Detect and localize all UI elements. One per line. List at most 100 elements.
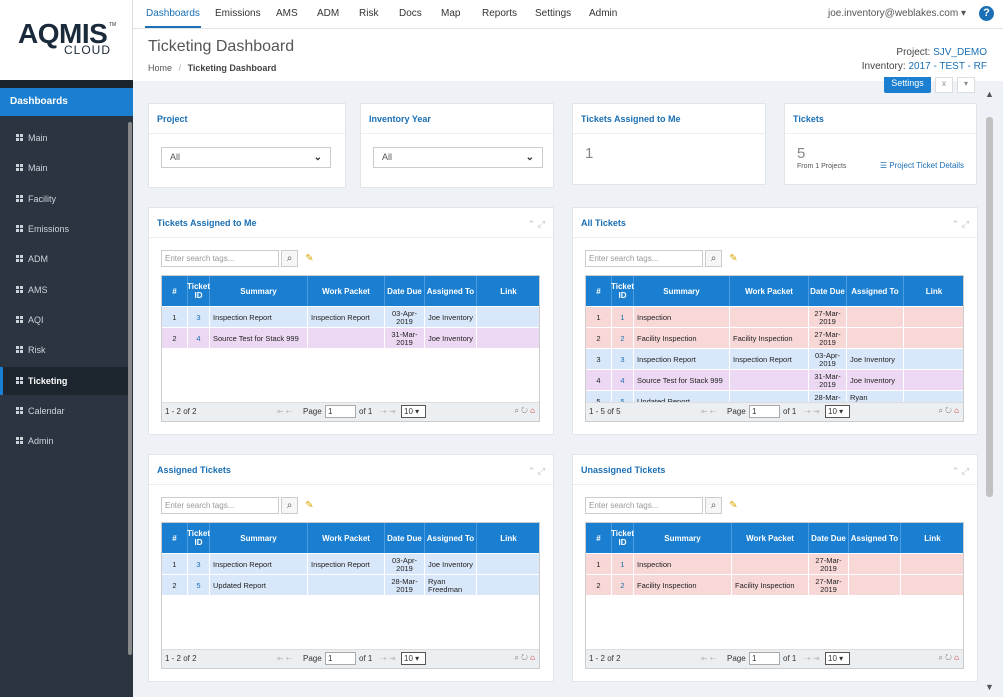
sidebar-item-calendar[interactable]: Calendar [0, 397, 128, 425]
ticket-id-link[interactable]: 2 [620, 580, 625, 590]
column-header-link[interactable]: Link [904, 276, 963, 306]
collapse-icon[interactable]: ⌃ [527, 219, 536, 229]
column-header-ticket-id[interactable]: Ticket ID [611, 276, 634, 306]
ticket-id-link[interactable]: 1 [620, 559, 625, 569]
column-header-summary[interactable]: Summary [634, 523, 732, 553]
nav-emissions[interactable]: Emissions [215, 8, 261, 19]
clear-filter-icon[interactable]: ✎ [305, 253, 314, 264]
nav-dashboards[interactable]: Dashboards [145, 0, 201, 28]
sidebar-item-admin[interactable]: Admin [0, 427, 128, 455]
column-header-row-number[interactable]: # [162, 276, 188, 306]
first-prev-page-icon[interactable]: ⇤ ⇠ [277, 654, 293, 663]
export-icon[interactable]: ⌂ [530, 653, 535, 662]
nav-adm[interactable]: ADM [317, 8, 340, 19]
refresh-icon[interactable]: ↻ [945, 653, 952, 662]
page-size-select[interactable]: 10 ▾ [401, 405, 426, 418]
expand-icon[interactable]: ⤢ [537, 466, 545, 476]
ticket-id-link[interactable]: 1 [620, 312, 625, 322]
search-icon[interactable]: ⌕ [514, 406, 519, 415]
table-row[interactable]: 2 5 Updated Report 28-Mar-2019 Ryan Freedman [162, 575, 539, 596]
column-header-summary[interactable]: Summary [210, 523, 308, 553]
export-icon[interactable]: ⌂ [530, 406, 535, 415]
sidebar-item-ticketing[interactable]: Ticketing [0, 367, 128, 395]
table-row[interactable]: 1 1 Inspection 27-Mar-2019 [586, 554, 963, 575]
ticket-id-link[interactable]: 3 [196, 559, 201, 569]
search-input[interactable]: Enter search tags... [161, 250, 279, 267]
search-input[interactable]: Enter search tags... [161, 497, 279, 514]
user-menu[interactable]: joe.inventory@weblakes.com ▾ [827, 8, 966, 19]
collapse-icon[interactable]: ⌃ [951, 219, 960, 229]
nav-admin[interactable]: Admin [589, 8, 618, 19]
column-header-work-packet[interactable]: Work Packet [730, 276, 809, 306]
page-size-select[interactable]: 10 ▾ [401, 652, 426, 665]
column-header-row-number[interactable]: # [162, 523, 188, 553]
sidebar-scrollbar[interactable] [128, 122, 132, 655]
ticket-id-link[interactable]: 3 [196, 312, 201, 322]
search-icon[interactable]: ⌕ [938, 653, 943, 662]
table-row[interactable]: 2 4 Source Test for Stack 999 31-Mar-2019 Jo… [162, 328, 539, 349]
next-last-page-icon[interactable]: ⇢ ⇥ [380, 407, 396, 416]
page-scrollbar[interactable]: ▲ ▼ [982, 81, 1003, 697]
scroll-down-icon[interactable]: ▼ [985, 682, 994, 692]
ticket-id-link[interactable]: 2 [620, 333, 625, 343]
refresh-icon[interactable]: ↻ [945, 406, 952, 415]
table-row[interactable]: 2 2 Facility Inspection Facility Inspection… [586, 328, 963, 349]
expand-icon[interactable]: ⤢ [961, 219, 969, 229]
column-header-assigned-to[interactable]: Assigned To [847, 276, 904, 306]
sidebar-item-main[interactable]: Main [0, 124, 128, 152]
table-row[interactable]: 3 3 Inspection Report Inspection Report 03-A… [586, 349, 963, 370]
column-header-assigned-to[interactable]: Assigned To [849, 523, 901, 553]
ticket-id-link[interactable]: 5 [196, 580, 201, 590]
refresh-icon[interactable]: ↻ [521, 653, 528, 662]
first-prev-page-icon[interactable]: ⇤ ⇠ [701, 654, 717, 663]
clear-filter-icon[interactable]: ✎ [305, 500, 314, 511]
search-icon[interactable]: ⌕ [938, 406, 943, 415]
search-icon[interactable]: ⌕ [281, 497, 298, 514]
column-header-work-packet[interactable]: Work Packet [308, 523, 385, 553]
clear-filter-icon[interactable]: ✎ [729, 500, 738, 511]
expand-icon[interactable]: ⤢ [537, 219, 545, 229]
ticket-id-link[interactable]: 4 [196, 333, 201, 343]
next-last-page-icon[interactable]: ⇢ ⇥ [804, 407, 820, 416]
sidebar-item-aqi[interactable]: AQI [0, 306, 128, 334]
nav-docs[interactable]: Docs [399, 8, 422, 19]
clear-filter-icon[interactable]: ✎ [729, 253, 738, 264]
column-header-link[interactable]: Link [901, 523, 963, 553]
page-input[interactable]: 1 [325, 652, 356, 665]
ticket-id-link[interactable]: 5 [620, 396, 625, 406]
column-header-date-due[interactable]: Date Due [385, 276, 425, 306]
export-icon[interactable]: ⌂ [954, 653, 959, 662]
nav-settings[interactable]: Settings [535, 8, 572, 19]
year-select[interactable]: All ⌄ [373, 147, 543, 168]
first-prev-page-icon[interactable]: ⇤ ⇠ [277, 407, 293, 416]
expand-icon[interactable]: ⤢ [961, 466, 969, 476]
project-select[interactable]: All ⌄ [161, 147, 331, 168]
logo[interactable]: AQMIS TM CLOUD [0, 0, 133, 80]
column-header-assigned-to[interactable]: Assigned To [425, 276, 477, 306]
collapse-icon[interactable]: ⌃ [951, 466, 960, 476]
search-icon[interactable]: ⌕ [705, 497, 722, 514]
search-input[interactable]: Enter search tags... [585, 250, 703, 267]
column-header-row-number[interactable]: # [586, 276, 612, 306]
column-header-link[interactable]: Link [477, 523, 539, 553]
column-header-ticket-id[interactable]: Ticket ID [187, 523, 210, 553]
nav-map[interactable]: Map [441, 8, 461, 19]
sidebar-item-risk[interactable]: Risk [0, 336, 128, 364]
table-row[interactable]: 2 2 Facility Inspection Facility Inspection… [586, 575, 963, 596]
page-size-select[interactable]: 10 ▾ [825, 652, 850, 665]
breadcrumb-home[interactable]: Home [148, 63, 173, 73]
sidebar-heading[interactable]: Dashboards [0, 88, 133, 116]
column-header-ticket-id[interactable]: Ticket ID [187, 276, 210, 306]
column-header-ticket-id[interactable]: Ticket ID [611, 523, 634, 553]
settings-button[interactable]: Settings [884, 77, 931, 93]
export-icon[interactable]: ⌂ [954, 406, 959, 415]
sidebar-item-facility[interactable]: Facility [0, 185, 128, 213]
ticket-id-link[interactable]: 4 [620, 375, 625, 385]
chevron-down-icon[interactable]: ▾ [957, 77, 975, 93]
next-last-page-icon[interactable]: ⇢ ⇥ [804, 654, 820, 663]
search-input[interactable]: Enter search tags... [585, 497, 703, 514]
help-icon[interactable]: ? [979, 6, 994, 21]
page-input[interactable]: 1 [325, 405, 356, 418]
column-header-date-due[interactable]: Date Due [809, 523, 849, 553]
project-ticket-details-link[interactable]: ☰ Project Ticket Details [880, 161, 964, 170]
